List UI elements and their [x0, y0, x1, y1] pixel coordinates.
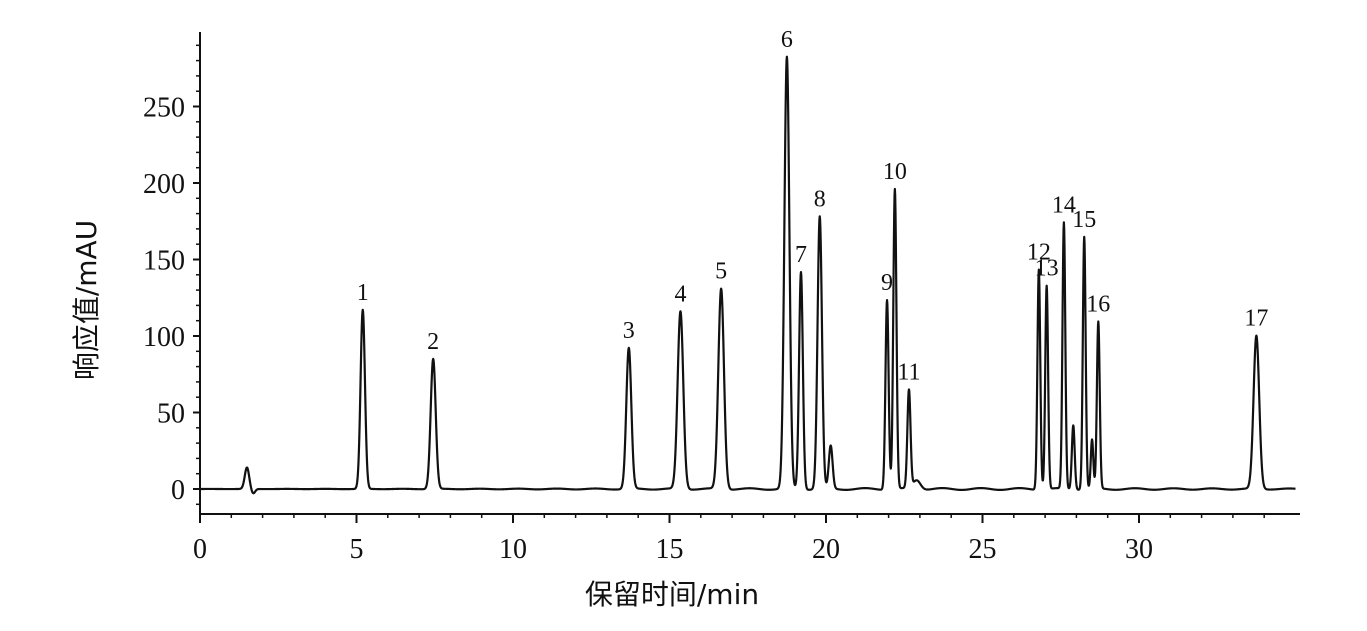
peak-label-2: 2	[427, 329, 439, 355]
peak-label-14: 14	[1052, 192, 1076, 218]
y-tick-label: 150	[143, 246, 185, 277]
axes	[199, 32, 1300, 515]
peak-label-4: 4	[674, 281, 686, 307]
peak-label-13: 13	[1035, 256, 1059, 282]
chromatogram-trace	[199, 55, 1297, 495]
peak-label-5: 5	[715, 259, 727, 285]
peak-label-15: 15	[1072, 207, 1096, 233]
minor-ticks	[196, 44, 1265, 518]
y-tick-label: 250	[143, 93, 185, 124]
y-tick-label: 50	[157, 399, 185, 430]
x-axis-title: 保留时间/min	[585, 578, 759, 611]
peak-label-16: 16	[1086, 291, 1110, 317]
y-tick-label: 200	[143, 169, 185, 200]
y-tick-label: 100	[143, 322, 185, 353]
peak-label-12: 12	[1027, 240, 1051, 266]
peak-label-6: 6	[781, 27, 793, 53]
x-tick-label: 25	[969, 534, 997, 565]
x-tick-label: 0	[193, 534, 207, 565]
peak-label-9: 9	[881, 270, 893, 296]
peak-label-11: 11	[897, 359, 920, 385]
y-tick-label: 0	[171, 475, 185, 506]
peak-label-3: 3	[623, 318, 635, 344]
peak-label-10: 10	[883, 159, 907, 185]
y-axis-title: 响应值/mAU	[70, 220, 103, 380]
x-tick-label: 20	[812, 534, 840, 565]
y-ticks: 0 50 100 150 200 250	[143, 93, 200, 506]
x-tick-label: 5	[350, 534, 364, 565]
x-ticks: 0 5 10 15 20 25 30	[193, 514, 1153, 565]
peak-label-8: 8	[814, 186, 826, 212]
peak-label-7: 7	[795, 242, 807, 268]
peak-label-17: 17	[1244, 306, 1268, 332]
x-tick-label: 30	[1125, 534, 1153, 565]
x-tick-label: 15	[656, 534, 684, 565]
peak-label-1: 1	[357, 280, 369, 306]
x-tick-label: 10	[499, 534, 527, 565]
